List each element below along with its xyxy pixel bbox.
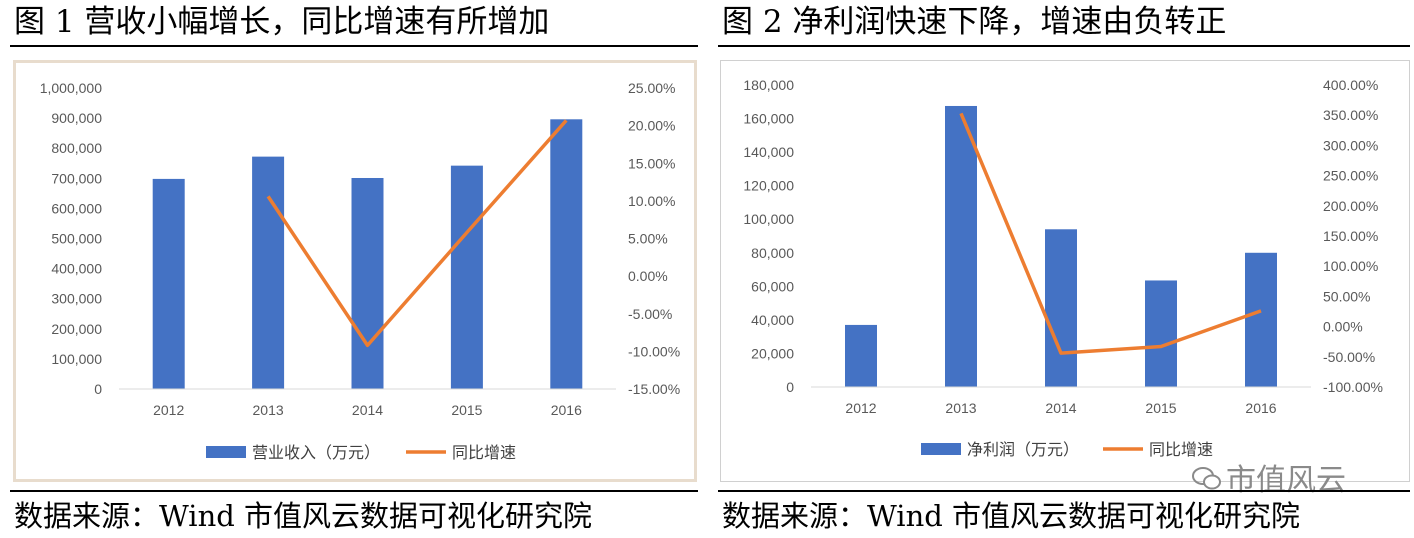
watermark: 市值风云 (1192, 455, 1346, 499)
legend-label-line: 同比增速 (452, 444, 516, 462)
x-tick-label: 2014 (352, 402, 383, 418)
y2-tick-label: 400.00% (1323, 77, 1378, 93)
bar (152, 178, 185, 389)
y2-tick-label: 300.00% (1323, 137, 1378, 153)
bar (550, 119, 583, 389)
chat-bubbles-icon (1192, 467, 1221, 490)
y-tick-label: 500,000 (51, 231, 102, 247)
y2-tick-label: 50.00% (1323, 288, 1370, 304)
y2-tick-label: -5.00% (628, 306, 672, 322)
y2-tick-label: 20.00% (628, 118, 675, 134)
source-rule-2 (718, 490, 1410, 492)
y-tick-label: 700,000 (51, 170, 102, 186)
legend-swatch-bars (206, 446, 246, 458)
y2-tick-label: 150.00% (1323, 228, 1378, 244)
y2-tick-label: 5.00% (628, 231, 668, 247)
x-tick-label: 2012 (845, 400, 876, 416)
bar (1245, 252, 1277, 387)
bar (351, 177, 384, 389)
y2-tick-label: 25.00% (628, 80, 675, 96)
y-tick-label: 160,000 (743, 111, 794, 127)
net-profit-chart: 180,000 160,000 140,000 120,000 100,000 80,00… (743, 77, 1383, 459)
bar (450, 165, 483, 389)
figure-2-source: 数据来源：Wind 市值风云数据可视化研究院 (722, 499, 1301, 533)
y-tick-label: 80,000 (751, 245, 794, 261)
y2-tick-label: 350.00% (1323, 107, 1378, 123)
y-tick-label: 300,000 (51, 291, 102, 307)
title-rule-2 (718, 45, 1410, 47)
source-rule-1 (10, 490, 698, 492)
y-tick-label: 800,000 (51, 140, 102, 156)
y-tick-label: 180,000 (743, 77, 794, 93)
y2-tick-label: 15.00% (628, 155, 675, 171)
legend-label-line: 同比增速 (1149, 441, 1213, 459)
y2-tick-label: 200.00% (1323, 198, 1378, 214)
growth-line (959, 112, 1262, 355)
y-tick-label: 400,000 (51, 261, 102, 277)
y2-tick-label: 100.00% (1323, 258, 1378, 274)
x-tick-label: 2013 (945, 400, 976, 416)
y2-tick-label: 0.00% (1323, 319, 1363, 335)
bar (845, 324, 877, 387)
y-tick-label: 100,000 (743, 211, 794, 227)
figure-1-source: 数据来源：Wind 市值风云数据可视化研究院 (14, 499, 593, 533)
y-tick-label: 20,000 (751, 345, 794, 361)
x-tick-label: 2016 (551, 402, 582, 418)
y2-tick-label: 0.00% (628, 268, 668, 284)
y-tick-label: 40,000 (751, 312, 794, 328)
x-tick-label: 2015 (1145, 400, 1176, 416)
bar (1045, 229, 1077, 387)
y-tick-label: 120,000 (743, 178, 794, 194)
y2-tick-label: -10.00% (628, 343, 680, 359)
y-tick-label: 200,000 (51, 321, 102, 337)
y-tick-label: 100,000 (51, 351, 102, 367)
legend-swatch-bars (921, 443, 961, 455)
legend-label-bars: 营业收入（万元） (252, 444, 380, 462)
y2-tick-label: -50.00% (1323, 349, 1375, 365)
y-tick-label: 1,000,000 (40, 80, 102, 96)
y2-tick-label: 250.00% (1323, 168, 1378, 184)
y2-tick-label: -100.00% (1323, 379, 1383, 395)
legend-label-bars: 净利润（万元） (967, 441, 1079, 459)
figure-2-title: 图 2 净利润快速下降，增速由负转正 (722, 4, 1227, 40)
revenue-chart: 1,000,000 900,000 800,000 700,000 600,000 500… (40, 80, 680, 462)
x-tick-label: 2014 (1045, 400, 1076, 416)
chart-panel-revenue: 1,000,000 900,000 800,000 700,000 600,000 500… (13, 60, 697, 482)
x-tick-label: 2016 (1245, 400, 1276, 416)
x-tick-label: 2013 (253, 402, 284, 418)
x-tick-label: 2012 (153, 402, 184, 418)
bar (252, 156, 285, 389)
bar (945, 105, 977, 387)
y2-tick-label: 10.00% (628, 193, 675, 209)
y-tick-label: 900,000 (51, 110, 102, 126)
growth-line (266, 119, 568, 348)
y-tick-label: 140,000 (743, 144, 794, 160)
y-tick-label: 60,000 (751, 278, 794, 294)
y2-tick-label: -15.00% (628, 381, 680, 397)
y-tick-label: 0 (786, 379, 794, 395)
figure-1-title: 图 1 营收小幅增长，同比增速有所增加 (14, 4, 550, 40)
y-tick-label: 600,000 (51, 200, 102, 216)
y-tick-label: 0 (94, 381, 102, 397)
x-tick-label: 2015 (451, 402, 482, 418)
watermark-text: 市值风云 (1226, 463, 1346, 498)
title-rule-1 (10, 45, 698, 47)
chart-panel-net-profit: 180,000 160,000 140,000 120,000 100,000 80,00… (720, 60, 1410, 482)
bar (1145, 280, 1177, 387)
